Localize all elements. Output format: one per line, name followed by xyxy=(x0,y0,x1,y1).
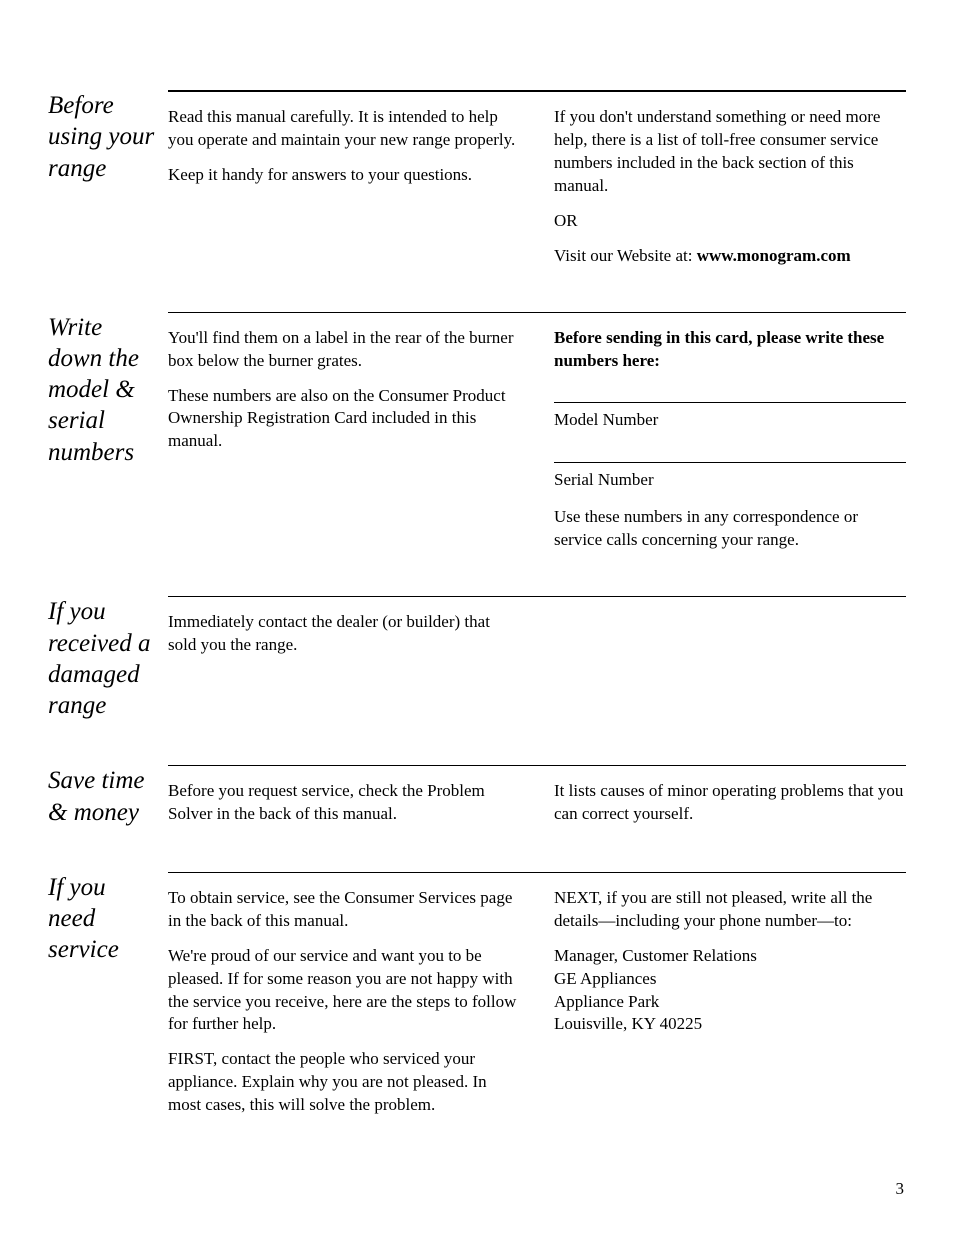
body-text: Use these numbers in any correspondence … xyxy=(554,506,906,552)
body-text: Visit our Website at: www.monogram.com xyxy=(554,245,906,268)
page-number: 3 xyxy=(896,1179,905,1199)
left-column: Immediately contact the dealer (or build… xyxy=(168,611,520,721)
section-content: To obtain service, see the Consumer Serv… xyxy=(168,872,906,1117)
section-content: You'll find them on a label in the rear … xyxy=(168,312,906,553)
left-column: Read this manual carefully. It is intend… xyxy=(168,106,520,268)
body-text: To obtain service, see the Consumer Serv… xyxy=(168,887,520,933)
body-text: You'll find them on a label in the rear … xyxy=(168,327,520,373)
form-intro: Before sending in this card, please writ… xyxy=(554,327,906,373)
body-text: Before you request service, check the Pr… xyxy=(168,780,520,826)
body-text: It lists causes of minor operating probl… xyxy=(554,780,906,826)
serial-number-line[interactable] xyxy=(554,445,906,463)
section-heading: Write down the model & serial numbers xyxy=(48,312,168,553)
body-text: Keep it handy for answers to your questi… xyxy=(168,164,520,187)
body-text: FIRST, contact the people who serviced y… xyxy=(168,1048,520,1117)
model-number-label: Model Number xyxy=(554,409,906,432)
website-url: www.monogram.com xyxy=(697,246,851,265)
section-heading: Before using your range xyxy=(48,90,168,268)
address-line: GE Appliances xyxy=(554,969,656,988)
right-column: Before sending in this card, please writ… xyxy=(554,327,906,553)
section-heading: Save time & money xyxy=(48,765,168,828)
section-content: Immediately contact the dealer (or build… xyxy=(168,596,906,721)
address-line: Louisville, KY 40225 xyxy=(554,1014,702,1033)
section-damaged-range: If you received a damaged range Immediat… xyxy=(48,596,906,721)
body-text: If you don't understand something or nee… xyxy=(554,106,906,198)
section-model-serial: Write down the model & serial numbers Yo… xyxy=(48,312,906,553)
left-column: To obtain service, see the Consumer Serv… xyxy=(168,887,520,1117)
right-column xyxy=(554,611,906,721)
website-prefix: Visit our Website at: xyxy=(554,246,697,265)
body-text: We're proud of our service and want you … xyxy=(168,945,520,1037)
section-content: Read this manual carefully. It is intend… xyxy=(168,90,906,268)
body-text: NEXT, if you are still not pleased, writ… xyxy=(554,887,906,933)
right-column: It lists causes of minor operating probl… xyxy=(554,780,906,828)
section-before-using: Before using your range Read this manual… xyxy=(48,90,906,268)
section-save-time: Save time & money Before you request ser… xyxy=(48,765,906,828)
left-column: Before you request service, check the Pr… xyxy=(168,780,520,828)
right-column: NEXT, if you are still not pleased, writ… xyxy=(554,887,906,1117)
body-text: OR xyxy=(554,210,906,233)
section-heading: If you received a damaged range xyxy=(48,596,168,721)
address-line: Appliance Park xyxy=(554,992,659,1011)
left-column: You'll find them on a label in the rear … xyxy=(168,327,520,553)
address-line: Manager, Customer Relations xyxy=(554,946,757,965)
body-text: Read this manual carefully. It is intend… xyxy=(168,106,520,152)
body-text: These numbers are also on the Consumer P… xyxy=(168,385,520,454)
section-content: Before you request service, check the Pr… xyxy=(168,765,906,828)
body-text: Immediately contact the dealer (or build… xyxy=(168,611,520,657)
section-need-service: If you need service To obtain service, s… xyxy=(48,872,906,1117)
right-column: If you don't understand something or nee… xyxy=(554,106,906,268)
model-number-line[interactable] xyxy=(554,385,906,403)
serial-number-label: Serial Number xyxy=(554,469,906,492)
section-heading: If you need service xyxy=(48,872,168,1117)
address-block: Manager, Customer Relations GE Appliance… xyxy=(554,945,906,1037)
